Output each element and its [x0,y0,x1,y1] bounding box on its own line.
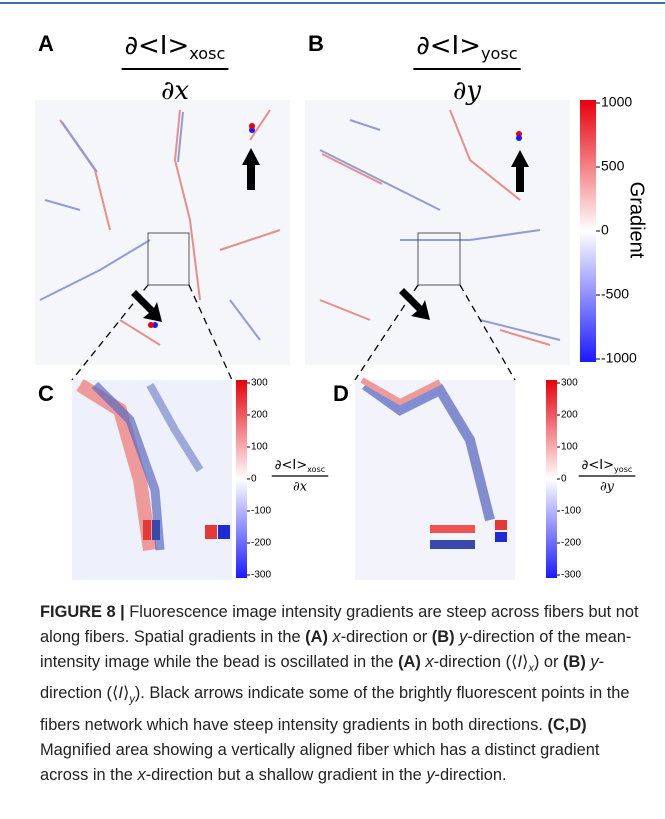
colorbar-tick-label: -300 [251,570,271,581]
caption-segment: -direction but a shallow gradient in the [146,766,427,784]
caption-segment: x [425,653,433,671]
panel-a-image [35,100,290,365]
colorbar-tick-label: 100 [561,442,578,453]
caption-segment: (A) [305,628,328,646]
equation-denominator: ∂y [453,76,481,106]
colorbar-tick-label: -300 [561,570,581,581]
panel-c-image [72,380,232,580]
equation-numerator: ∂<I>xosc [275,458,325,474]
colorbar-tick-label: -500 [601,286,629,302]
caption-segment: x [332,628,340,646]
caption-segment: x [137,766,145,784]
colorbar [236,380,247,578]
colorbar-tick-label: 100 [251,442,268,453]
page: ABCD∂<I>xosc∂x∂<I>yosc∂y∂<I>xosc∂x∂<I>yo… [0,0,665,819]
caption-segment: (B) [432,628,455,646]
equation-denominator: ∂x [293,480,308,495]
colorbar-tick-label: 500 [601,158,625,174]
colorbar [580,100,596,362]
caption-segment: (A) [398,653,421,671]
subscript: xosc [189,43,225,62]
equation-denominator: ∂y [600,480,615,495]
colorbar-tick-label: -200 [251,538,271,549]
colorbar-tick-label: 200 [561,410,578,421]
subscript: xosc [307,464,325,473]
colorbar-tick-label: 200 [251,410,268,421]
colorbar-tick-label: -200 [561,538,581,549]
panel-label: D [333,381,349,406]
panel-d-image [355,380,515,580]
colorbar-title: Gradient [626,182,648,259]
colorbar-tick-label: 0 [251,474,257,485]
colorbar-tick-label: 0 [601,222,609,238]
caption-segment: y [590,653,598,671]
caption-segment: -direction (⟨ [434,653,518,671]
numerator: ∂<I> [125,31,190,61]
numerator: ∂<I> [275,458,307,473]
caption-segment: -direction or [341,628,432,646]
colorbar-tick-label: -1000 [601,350,637,366]
panel-label: A [38,31,54,56]
colorbar [546,380,557,578]
caption-segment: -direction. [435,766,507,784]
panel-label: C [38,381,54,406]
subscript: yosc [481,43,518,62]
colorbar-tick-label: 0 [561,474,567,485]
colorbar-tick-label: 300 [251,378,268,389]
numerator: ∂<I> [416,31,481,61]
equation-numerator: ∂<I>xosc [125,31,226,63]
panel-b-image [305,100,570,365]
colorbar-tick-label: 1000 [601,94,632,110]
caption-segment: (C,D) [547,716,586,734]
panel-label: B [308,31,324,56]
equation-denominator: ∂x [161,76,189,106]
caption: FIGURE 8 | Fluorescence image intensity … [40,600,640,788]
caption-segment: y [426,766,434,784]
caption-segment: (B) [563,653,586,671]
colorbar-tick-label: -100 [561,506,581,517]
numerator: ∂<I> [582,458,614,473]
equation-numerator: ∂<I>yosc [582,458,633,474]
equation-numerator: ∂<I>yosc [416,31,517,63]
colorbar-tick-label: 300 [561,378,578,389]
subscript: yosc [614,464,632,473]
caption-segment: ) or [534,653,563,671]
colorbar-tick-label: -100 [251,506,271,517]
caption-segment: FIGURE 8 | [40,603,125,621]
